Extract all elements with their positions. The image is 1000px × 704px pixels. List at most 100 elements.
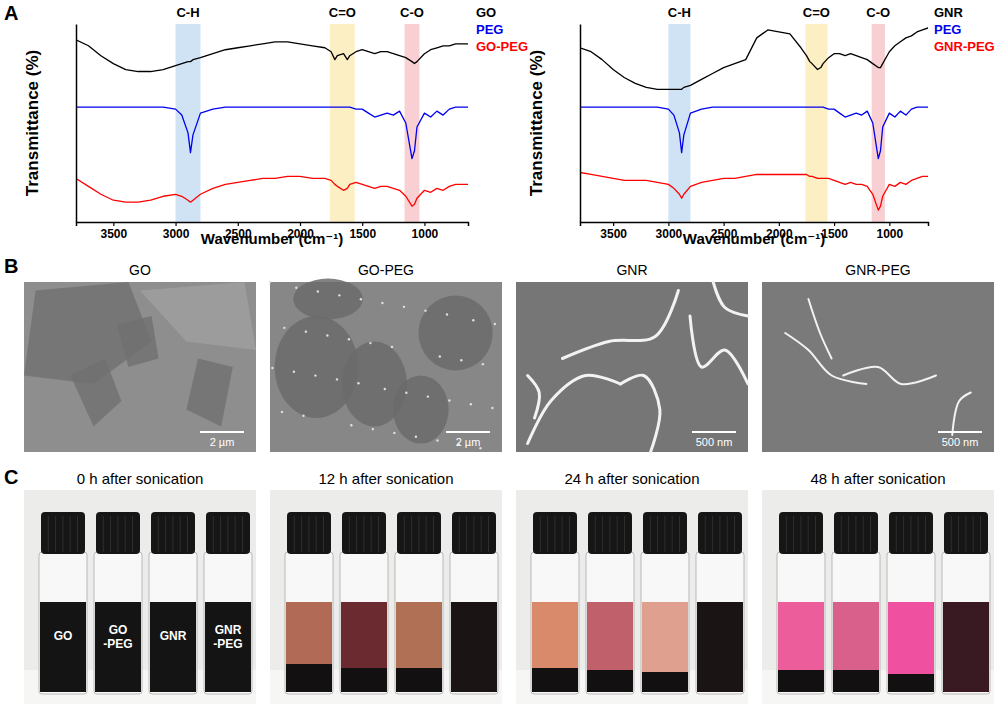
vial-label: GO-PEG — [103, 623, 132, 651]
scale-bar-label: 500 nm — [696, 436, 733, 448]
x-axis-title: Wavenumber (cm⁻¹) — [683, 230, 825, 247]
sem-speck — [293, 371, 295, 373]
sem-flake — [117, 316, 159, 367]
x-tick: 3500 — [100, 222, 127, 241]
vial-liquid — [286, 602, 332, 692]
photo-background — [270, 490, 502, 704]
vial-sediment — [286, 664, 332, 692]
vial-cap-ridge — [650, 516, 651, 552]
vial-glass — [285, 552, 333, 694]
vial-cap-ridge — [958, 516, 959, 552]
sem-background — [24, 282, 256, 452]
x-tick-label: 3500 — [600, 227, 627, 241]
vial-cap-ridge — [855, 516, 856, 552]
vial-cap-ridge — [378, 516, 379, 552]
sem-background — [516, 282, 748, 452]
vial-cap-ridge — [562, 516, 563, 552]
scale-bar-label: 2 µm — [456, 436, 481, 448]
sem-speck — [393, 432, 395, 434]
vial-cap-ridge — [910, 516, 911, 552]
vial-label: GNR-PEG — [213, 623, 242, 651]
vial-photo — [762, 490, 994, 704]
vial-cap — [533, 512, 577, 554]
vial-glass — [204, 552, 252, 694]
vial-cap-ridge — [734, 516, 735, 552]
legend-entry: GO — [476, 5, 496, 20]
y-axis — [76, 25, 77, 223]
y-axis-title: Transmittance (%) — [527, 50, 546, 196]
sem-fiber — [713, 282, 748, 316]
vial-cap-ridge — [165, 516, 166, 552]
sem-fiber — [952, 393, 971, 436]
vial-cap — [452, 512, 496, 554]
sem-speck — [295, 287, 297, 289]
vial-cap-ridge — [466, 516, 467, 552]
legend-entry: GNR — [934, 5, 964, 20]
sem-speck — [472, 319, 474, 321]
sem-speck — [357, 382, 359, 384]
x-tick-label: 1500 — [821, 227, 848, 241]
scale-bar-label: 500 nm — [942, 436, 979, 448]
sem-fiber — [843, 367, 936, 385]
vial-cap-ridge — [433, 516, 434, 552]
vial-cap-ridge — [235, 516, 236, 552]
vial-cap-ridge — [316, 516, 317, 552]
vial-liquid — [150, 602, 196, 692]
sem-fiber — [562, 291, 678, 359]
sem-speck — [448, 399, 450, 401]
vial-cap-ridge — [617, 516, 618, 552]
sem-image — [516, 282, 748, 452]
sem-speck — [446, 313, 448, 315]
sem-speck — [460, 359, 462, 361]
vial-label: GNR — [160, 629, 187, 643]
vial-cap-ridge — [848, 516, 849, 552]
vial-cap-ridge — [786, 516, 787, 552]
x-tick-label: 1500 — [349, 227, 376, 241]
vial-cap — [41, 512, 85, 554]
x-tick-mark — [779, 222, 780, 226]
vial-cap — [889, 512, 933, 554]
vial-liquid — [587, 602, 633, 692]
photo-background — [24, 490, 256, 704]
vial-cap-ridge — [301, 516, 302, 552]
band-label: C-O — [866, 5, 890, 20]
photo-title: 0 h after sonication — [77, 470, 204, 487]
band-label: C=O — [803, 5, 830, 20]
vial-liquid — [778, 602, 824, 692]
x-tick-mark — [889, 222, 890, 226]
band — [805, 24, 827, 222]
x-tick: 1500 — [349, 222, 376, 241]
vial-cap-ridge — [808, 516, 809, 552]
vial-cap-ridge — [973, 516, 974, 552]
x-tick-mark — [834, 222, 835, 226]
vial-glass — [832, 552, 880, 694]
vial-liquid — [642, 602, 688, 692]
vial-glass — [696, 552, 744, 694]
sem-fiber — [808, 299, 831, 359]
vial-glass — [39, 552, 87, 694]
sem-background — [762, 282, 994, 452]
vial-cap-ridge — [411, 516, 412, 552]
sem-image — [762, 282, 994, 452]
sem-flake — [70, 359, 121, 427]
x-tick-mark — [424, 222, 425, 226]
vial-sediment — [341, 668, 387, 692]
scale-bar — [938, 431, 982, 433]
x-tick-mark — [113, 222, 114, 226]
vial-cap-ridge — [363, 516, 364, 552]
vial-cap-ridge — [220, 516, 221, 552]
vial-cap-ridge — [719, 516, 720, 552]
band — [405, 24, 420, 222]
scale-bar-label: 2 µm — [210, 436, 235, 448]
sem-fiber — [528, 376, 540, 419]
vial-cap-ridge — [117, 516, 118, 552]
sem-blob — [293, 279, 363, 320]
vial-cap-ridge — [815, 516, 816, 552]
vial-cap-ridge — [349, 516, 350, 552]
x-tick-label: 3000 — [163, 227, 190, 241]
vial-cap-ridge — [70, 516, 71, 552]
sem-blob — [418, 296, 492, 371]
sem-speck — [305, 330, 307, 332]
vial-cap-ridge — [55, 516, 56, 552]
vial-cap-ridge — [712, 516, 713, 552]
